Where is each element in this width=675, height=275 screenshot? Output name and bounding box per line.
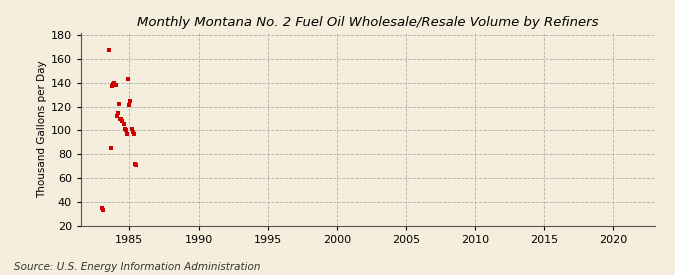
Point [97, 208, 108, 212]
Point [105, 146, 116, 150]
Point [107, 84, 117, 89]
Point [125, 98, 136, 103]
Title: Monthly Montana No. 2 Fuel Oil Wholesale/Resale Volume by Refiners: Monthly Montana No. 2 Fuel Oil Wholesale… [137, 16, 599, 29]
Y-axis label: Thousand Gallons per Day: Thousand Gallons per Day [36, 60, 47, 198]
Point [111, 114, 122, 118]
Point [103, 47, 114, 52]
Point [113, 111, 124, 115]
Point [108, 82, 119, 86]
Point [116, 116, 127, 121]
Point [97, 205, 107, 210]
Point [128, 130, 138, 134]
Point [109, 81, 120, 85]
Point [117, 119, 128, 123]
Point [113, 102, 124, 106]
Point [110, 83, 121, 87]
Point [115, 116, 126, 121]
Point [119, 127, 130, 131]
Point [126, 127, 137, 131]
Point [124, 103, 135, 108]
Point [122, 132, 132, 136]
Point [130, 161, 140, 166]
Text: Source: U.S. Energy Information Administration: Source: U.S. Energy Information Administ… [14, 262, 260, 272]
Point [128, 132, 139, 136]
Point [121, 128, 132, 133]
Point [118, 122, 129, 127]
Point [131, 163, 142, 167]
Point [123, 77, 134, 82]
